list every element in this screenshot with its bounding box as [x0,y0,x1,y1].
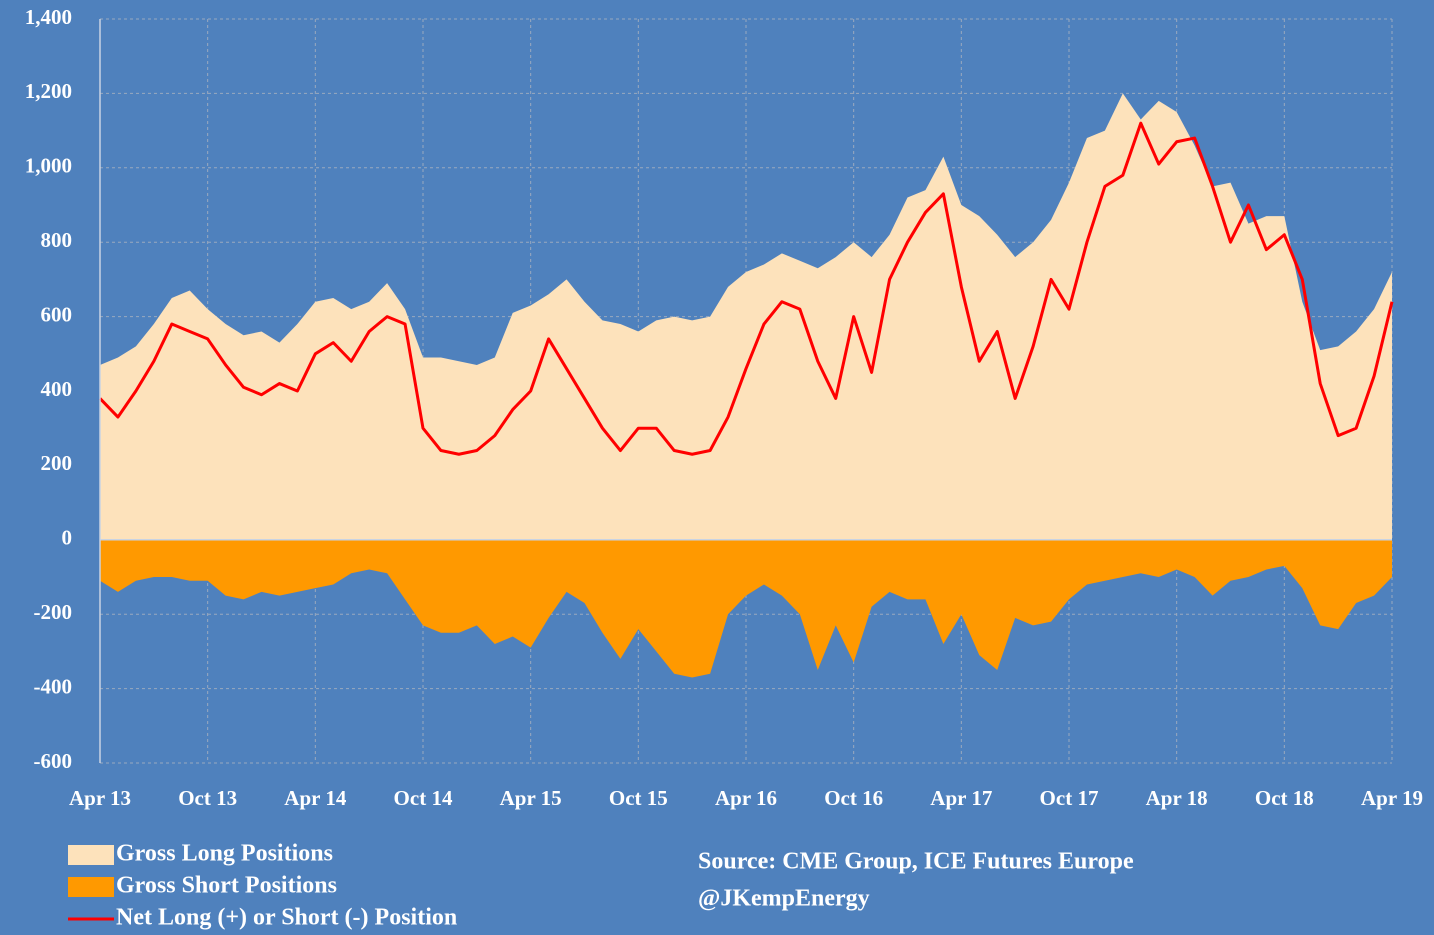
y-tick-label: -200 [34,600,73,624]
x-tick-label: Apr 19 [1361,786,1423,810]
legend-swatch [68,845,114,865]
y-tick-label: 1,400 [25,5,72,29]
y-tick-label: -600 [34,749,73,773]
y-tick-label: 800 [41,228,73,252]
legend-label: Net Long (+) or Short (-) Position [116,905,457,931]
source-note: Source: CME Group, ICE Futures Europe [698,849,1134,875]
y-tick-label: 1,200 [25,79,72,103]
x-tick-label: Oct 18 [1255,786,1314,810]
x-tick-label: Oct 15 [609,786,668,810]
x-tick-label: Oct 16 [824,786,883,810]
legend-swatch [68,877,114,897]
y-tick-label: 200 [41,451,73,475]
x-tick-label: Oct 13 [178,786,237,810]
y-tick-label: 0 [62,526,73,550]
credit-note: @JKempEnergy [698,886,870,912]
legend-label: Gross Long Positions [116,841,333,867]
legend-label: Gross Short Positions [116,873,337,899]
x-tick-label: Apr 15 [500,786,562,810]
x-tick-label: Apr 17 [930,786,992,810]
x-tick-label: Apr 16 [715,786,777,810]
y-tick-label: 600 [41,302,73,326]
x-tick-label: Oct 14 [394,786,453,810]
x-tick-label: Oct 17 [1040,786,1099,810]
x-tick-label: Apr 18 [1146,786,1208,810]
y-tick-label: 400 [41,377,73,401]
y-tick-label: 1,000 [25,154,72,178]
x-tick-label: Apr 14 [284,786,347,810]
line [98,121,1394,456]
y-tick-label: -400 [34,674,73,698]
x-tick-label: Apr 13 [69,786,131,810]
area [100,539,1392,678]
